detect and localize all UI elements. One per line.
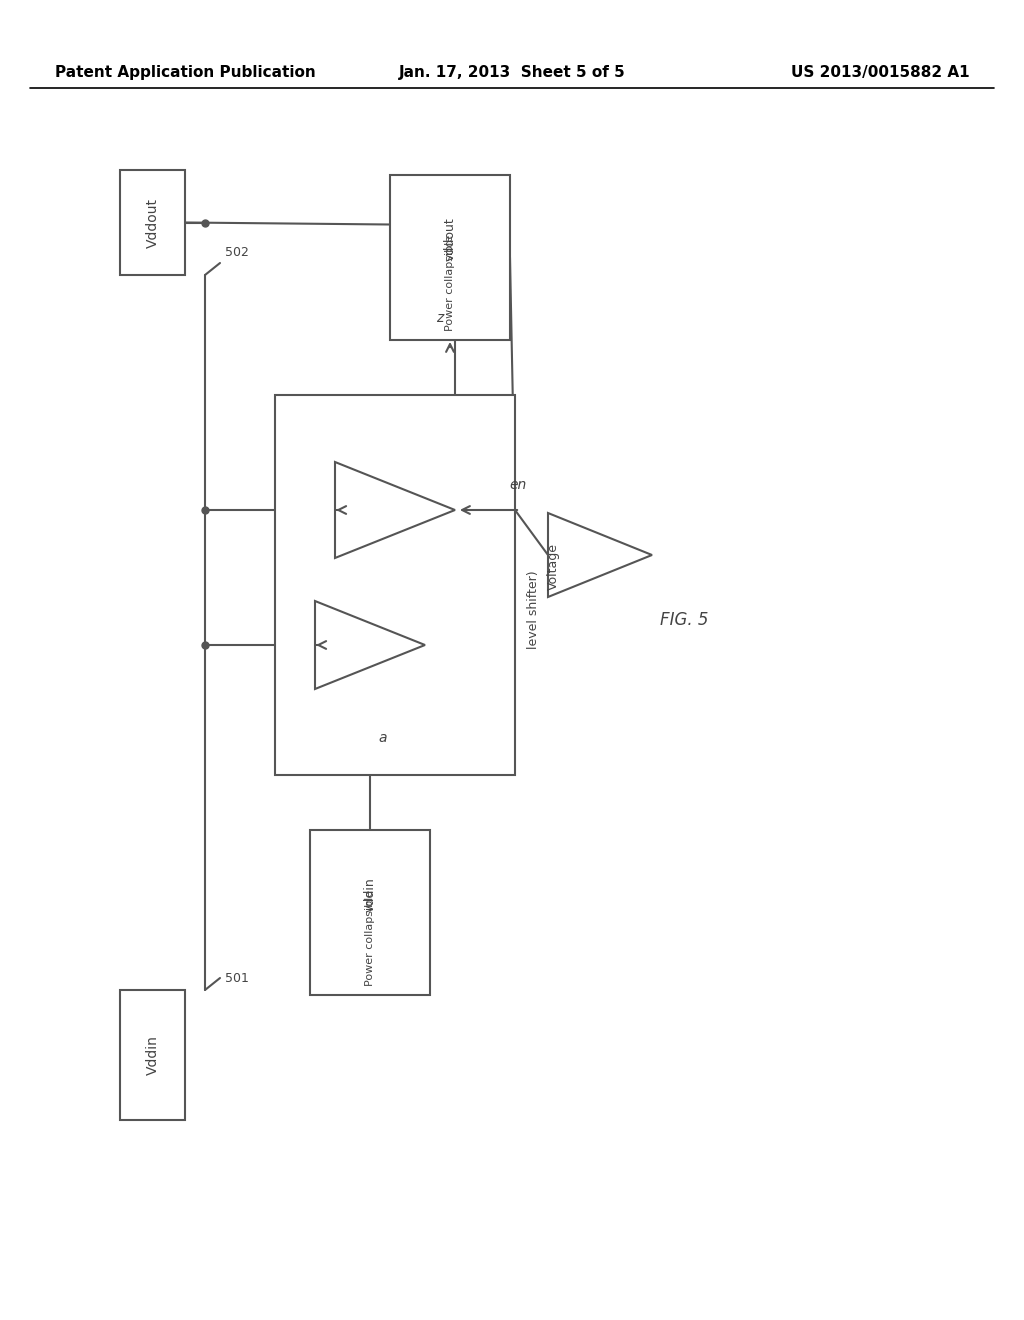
Text: a: a [378,730,386,744]
Text: z: z [436,312,443,325]
Bar [310,830,430,995]
Text: Vddin: Vddin [145,1035,160,1074]
Text: Power collapsible: Power collapsible [445,235,455,330]
Text: vddin: vddin [364,876,377,912]
Text: 502: 502 [225,246,249,259]
Text: level shifter): level shifter) [526,570,540,649]
Text: Voltage: Voltage [547,544,559,590]
Text: US 2013/0015882 A1: US 2013/0015882 A1 [792,65,970,79]
Text: Patent Application Publication: Patent Application Publication [55,65,315,79]
Text: en: en [509,478,526,492]
Bar [390,176,510,341]
Polygon shape [335,462,455,558]
Bar [120,170,185,275]
Text: FIG. 5: FIG. 5 [660,611,709,630]
Polygon shape [548,513,652,597]
Polygon shape [315,601,425,689]
Text: Power collapsible: Power collapsible [365,890,375,986]
Text: Vddout: Vddout [145,198,160,248]
Text: 501: 501 [225,972,249,985]
Text: Jan. 17, 2013  Sheet 5 of 5: Jan. 17, 2013 Sheet 5 of 5 [398,65,626,79]
Bar [275,395,515,775]
Text: vddout: vddout [443,218,457,261]
Bar [120,990,185,1119]
